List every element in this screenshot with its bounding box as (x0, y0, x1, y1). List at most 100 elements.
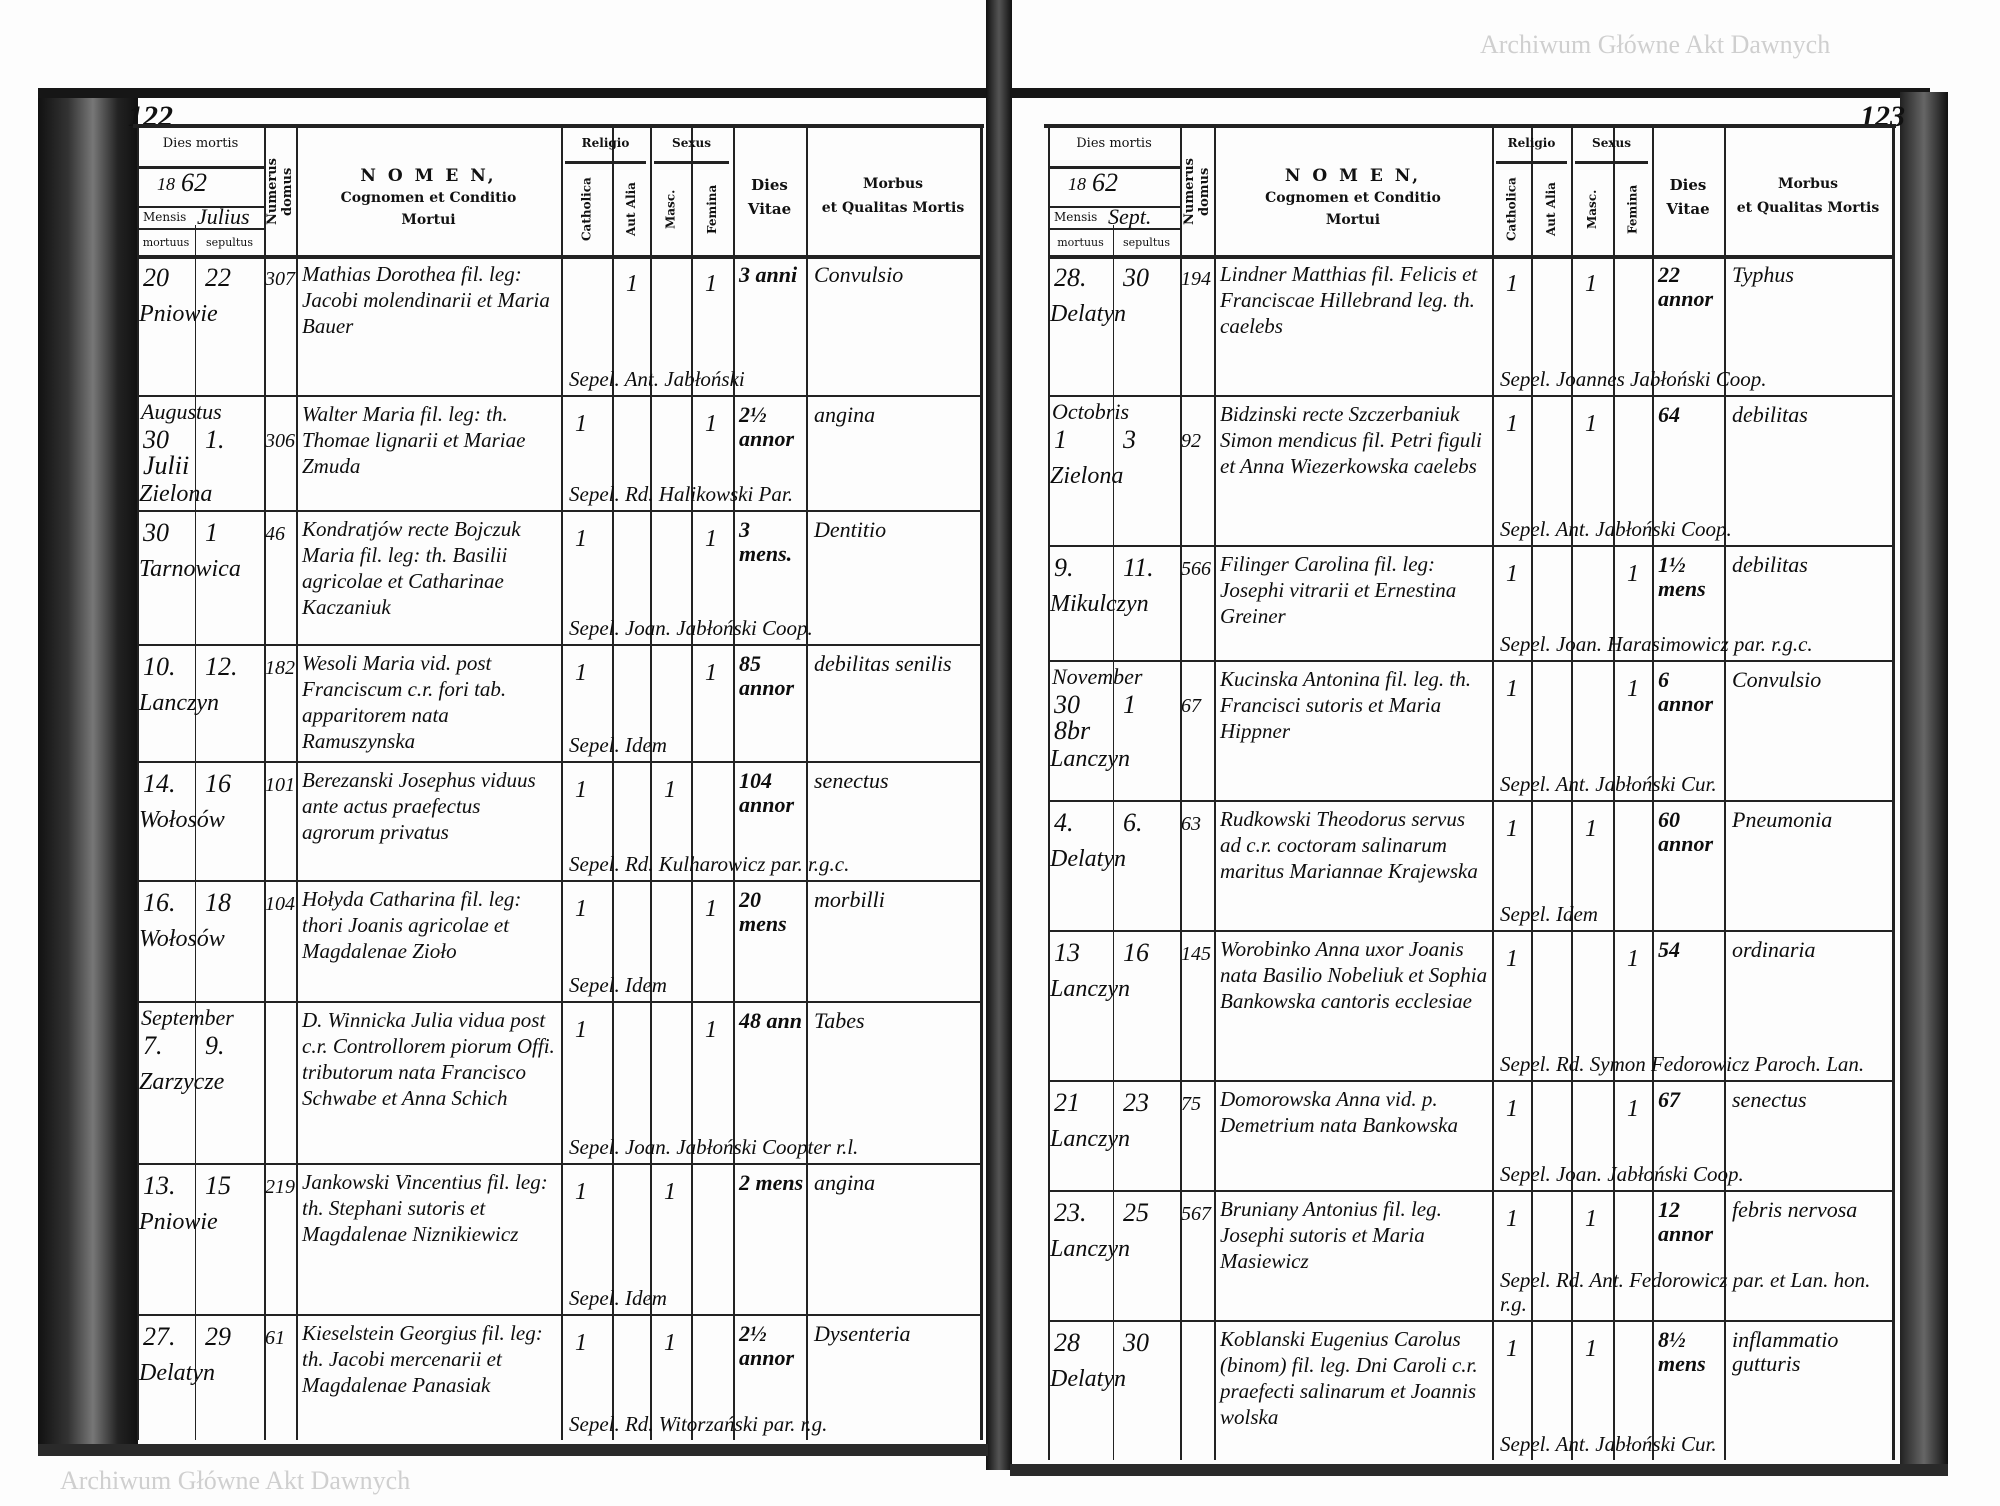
entry-locality: Delatyn (1050, 1366, 1126, 1392)
header-catholica: Catholica (1504, 177, 1519, 242)
entry-burial-note: Sepel. Idem (569, 733, 667, 757)
header-masc: Masc. (663, 189, 678, 230)
entry-mortuus: 23. (1054, 1198, 1087, 1227)
entry-locality: Wołosów (139, 807, 225, 833)
entry-morbus: Convulsio (1732, 667, 1822, 692)
entry-burial-note: Sepel. Idem (1500, 902, 1598, 926)
entry-domus: 567 (1181, 1203, 1211, 1225)
rule-line (1214, 128, 1216, 1460)
entry-morbus: debilitas (1732, 402, 1808, 427)
rule-line (137, 228, 264, 230)
book-top-edge-left (38, 88, 988, 98)
rule-line (137, 644, 980, 646)
entry-masc: 1 (1585, 1206, 1597, 1232)
entry-dies-vitae: 64 (1658, 402, 1680, 427)
entry-morbus: inflammatio gutturis (1732, 1327, 1839, 1376)
entry-masc: 1 (664, 1179, 676, 1205)
entry-mortuus: 4. (1054, 808, 1074, 837)
entry-catholica: 1 (1506, 946, 1518, 972)
header-dies-vitae-2: Vitae (1666, 200, 1710, 218)
rule-line (1048, 1080, 1892, 1082)
entry-mortuus: 10. (143, 652, 176, 681)
header-sepultus: sepultus (1123, 236, 1170, 249)
header-nomen-sub2: Mortui (401, 212, 456, 228)
year-suffix: 62 (1092, 168, 1118, 197)
rule-line (691, 163, 692, 1440)
entry-sepultus: 23 (1123, 1088, 1149, 1117)
entry-sepultus: 29 (205, 1322, 231, 1351)
entry-name: Berezanski Josephus viduus ante actus pr… (302, 768, 536, 844)
header-religio: Religio (1507, 136, 1556, 150)
book-spine (986, 0, 1012, 1470)
entry-dies-vitae: 104 annor (739, 768, 795, 817)
entry-dies-vitae: 3 anni (739, 262, 798, 287)
entry-name: Walter Maria fil. leg: th. Thomae lignar… (302, 402, 526, 478)
rule-line (1048, 1320, 1892, 1322)
entry-name: Kondratjów recte Bojczuk Maria fil. leg:… (302, 517, 521, 619)
rule-line (1048, 206, 1180, 208)
entry-burial-note: Sepel. Joan. Jabłoński Coopter r.l. (569, 1135, 859, 1159)
rule-line (296, 128, 298, 1440)
rule-line (137, 395, 980, 397)
entry-catholica: 1 (575, 411, 587, 437)
entry-domus: 194 (1181, 268, 1211, 290)
entry-domus: 104 (265, 893, 295, 915)
entry-mortuus: 30 (143, 518, 169, 547)
header-mortuus: mortuus (142, 236, 190, 249)
entry-catholica: 1 (1506, 1336, 1518, 1362)
entry-dies-vitae: 8½ mens (1658, 1327, 1706, 1376)
entry-burial-note: Sepel. Rd. Ant. Fedorowicz par. et Lan. … (1500, 1268, 1871, 1316)
entry-name: Lindner Matthias fil. Felicis et Francis… (1220, 262, 1478, 338)
header-sepultus: sepultus (206, 236, 253, 249)
entry-mortuus: 30 8br (1054, 690, 1091, 745)
rule-line (806, 128, 808, 1440)
rule-line (1652, 128, 1654, 1460)
rule-line (137, 255, 980, 259)
entry-domus: 92 (1181, 430, 1201, 452)
entry-dies-vitae: 22 annor (1658, 262, 1714, 311)
entry-name: Kucinska Antonina fil. leg. th. Francisc… (1220, 667, 1472, 743)
rule-line (1048, 930, 1892, 932)
rule-line (1048, 255, 1892, 259)
entry-sepultus: 22 (205, 263, 231, 292)
entry-sepultus: 1 (1123, 690, 1136, 719)
entry-masc: 1 (1585, 1336, 1597, 1362)
entry-month-label: September (141, 1005, 234, 1030)
header-dies-vitae: Dies (1669, 176, 1707, 194)
year-prefix: 18 (1068, 174, 1086, 194)
rule-line (137, 1314, 980, 1316)
entry-locality: Lanczyn (1050, 976, 1130, 1002)
entry-sepultus: 3 (1123, 425, 1136, 454)
entry-femina: 1 (705, 526, 717, 552)
entry-catholica: 1 (1506, 271, 1518, 297)
entry-domus: 145 (1181, 943, 1211, 965)
entry-catholica: 1 (575, 526, 587, 552)
rule-line (1180, 128, 1182, 1460)
entry-locality: Wołosów (139, 926, 225, 952)
entry-name: Bidzinski recte Szczerbaniuk Simon mendi… (1220, 402, 1482, 478)
entry-morbus: debilitas (1732, 552, 1808, 577)
entry-burial-note: Sepel. Rd. Symon Fedorowicz Paroch. Lan. (1500, 1052, 1865, 1076)
entry-femina: 1 (705, 411, 717, 437)
entry-mortuus: 21 (1054, 1088, 1080, 1117)
entry-femina: 1 (1627, 676, 1639, 702)
entry-mortuus: 13. (143, 1171, 176, 1200)
entry-domus: 101 (265, 774, 295, 796)
entry-catholica: 1 (1506, 1206, 1518, 1232)
rule-line (195, 225, 196, 1440)
entry-morbus: Pneumonia (1732, 807, 1833, 832)
entry-sepultus: 16 (1123, 938, 1149, 967)
header-numerus-domus: Numerus domus (1182, 158, 1212, 225)
rule-line (650, 128, 652, 1440)
entry-sepultus: 30 (1123, 263, 1149, 292)
entry-month-label: Octobris (1052, 399, 1129, 424)
entry-sepultus: 12. (205, 652, 238, 681)
header-femina: Femina (1625, 184, 1640, 235)
entry-femina: 1 (1627, 1096, 1639, 1122)
entry-domus: 182 (265, 657, 295, 679)
entry-mortuus: 13 (1054, 938, 1080, 967)
header-dies-mortis: Dies mortis (162, 136, 239, 151)
entry-catholica: 1 (1506, 676, 1518, 702)
entry-mortuus: 20 (143, 263, 169, 292)
book-cover-left (38, 92, 138, 1444)
